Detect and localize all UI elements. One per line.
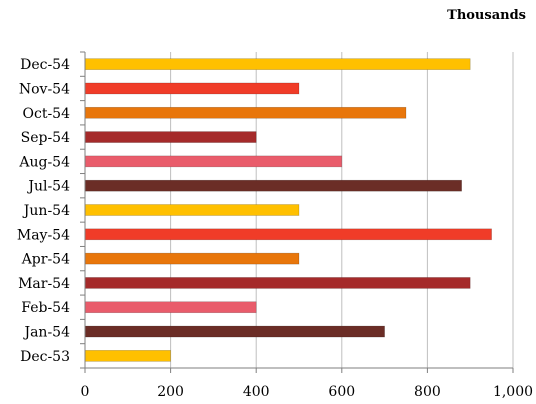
bar — [84, 204, 300, 216]
y-tick-label: Sep-54 — [21, 130, 70, 146]
bar — [84, 301, 257, 314]
y-tick-label: Oct-54 — [23, 106, 71, 122]
bar — [84, 179, 462, 192]
bar — [84, 155, 343, 168]
bar — [84, 277, 471, 289]
x-tick-label: 0 — [81, 384, 90, 400]
y-tick-label: Dec-53 — [20, 349, 70, 365]
y-tick-label: Nov-54 — [19, 81, 70, 97]
axes — [80, 51, 514, 373]
y-tick-label: Feb-54 — [21, 300, 70, 316]
bar — [84, 106, 407, 119]
x-tick-label: 200 — [157, 384, 184, 400]
x-tick-label: 600 — [328, 384, 355, 400]
x-axis-labels: 0 200 400 600 800 1,000 — [81, 384, 534, 400]
bar — [84, 131, 257, 143]
unit-label: Thousands — [447, 8, 526, 23]
bar — [84, 82, 300, 95]
bar — [84, 228, 492, 241]
bar — [84, 252, 300, 265]
bars — [84, 58, 492, 362]
x-tick-label: 1,000 — [493, 384, 533, 400]
y-tick-label: May-54 — [17, 227, 70, 243]
bar — [84, 350, 171, 362]
y-tick-label: Apr-54 — [21, 252, 70, 268]
bar — [84, 58, 471, 70]
y-tick-label: Aug-54 — [18, 154, 70, 170]
y-axis-labels: Dec-53 Jan-54 Feb-54 Mar-54 Apr-54 May-54 Jun-… — [17, 57, 70, 365]
y-tick-label: Dec-54 — [20, 57, 70, 73]
y-tick-label: Jul-54 — [26, 179, 70, 195]
y-tick-label: Mar-54 — [18, 276, 70, 292]
x-tick-label: 800 — [414, 384, 441, 400]
gridlines — [170, 52, 514, 368]
y-tick-label: Jan-54 — [22, 325, 70, 341]
bar — [84, 325, 385, 338]
x-tick-label: 400 — [243, 384, 270, 400]
y-tick-label: Jun-54 — [22, 203, 70, 219]
